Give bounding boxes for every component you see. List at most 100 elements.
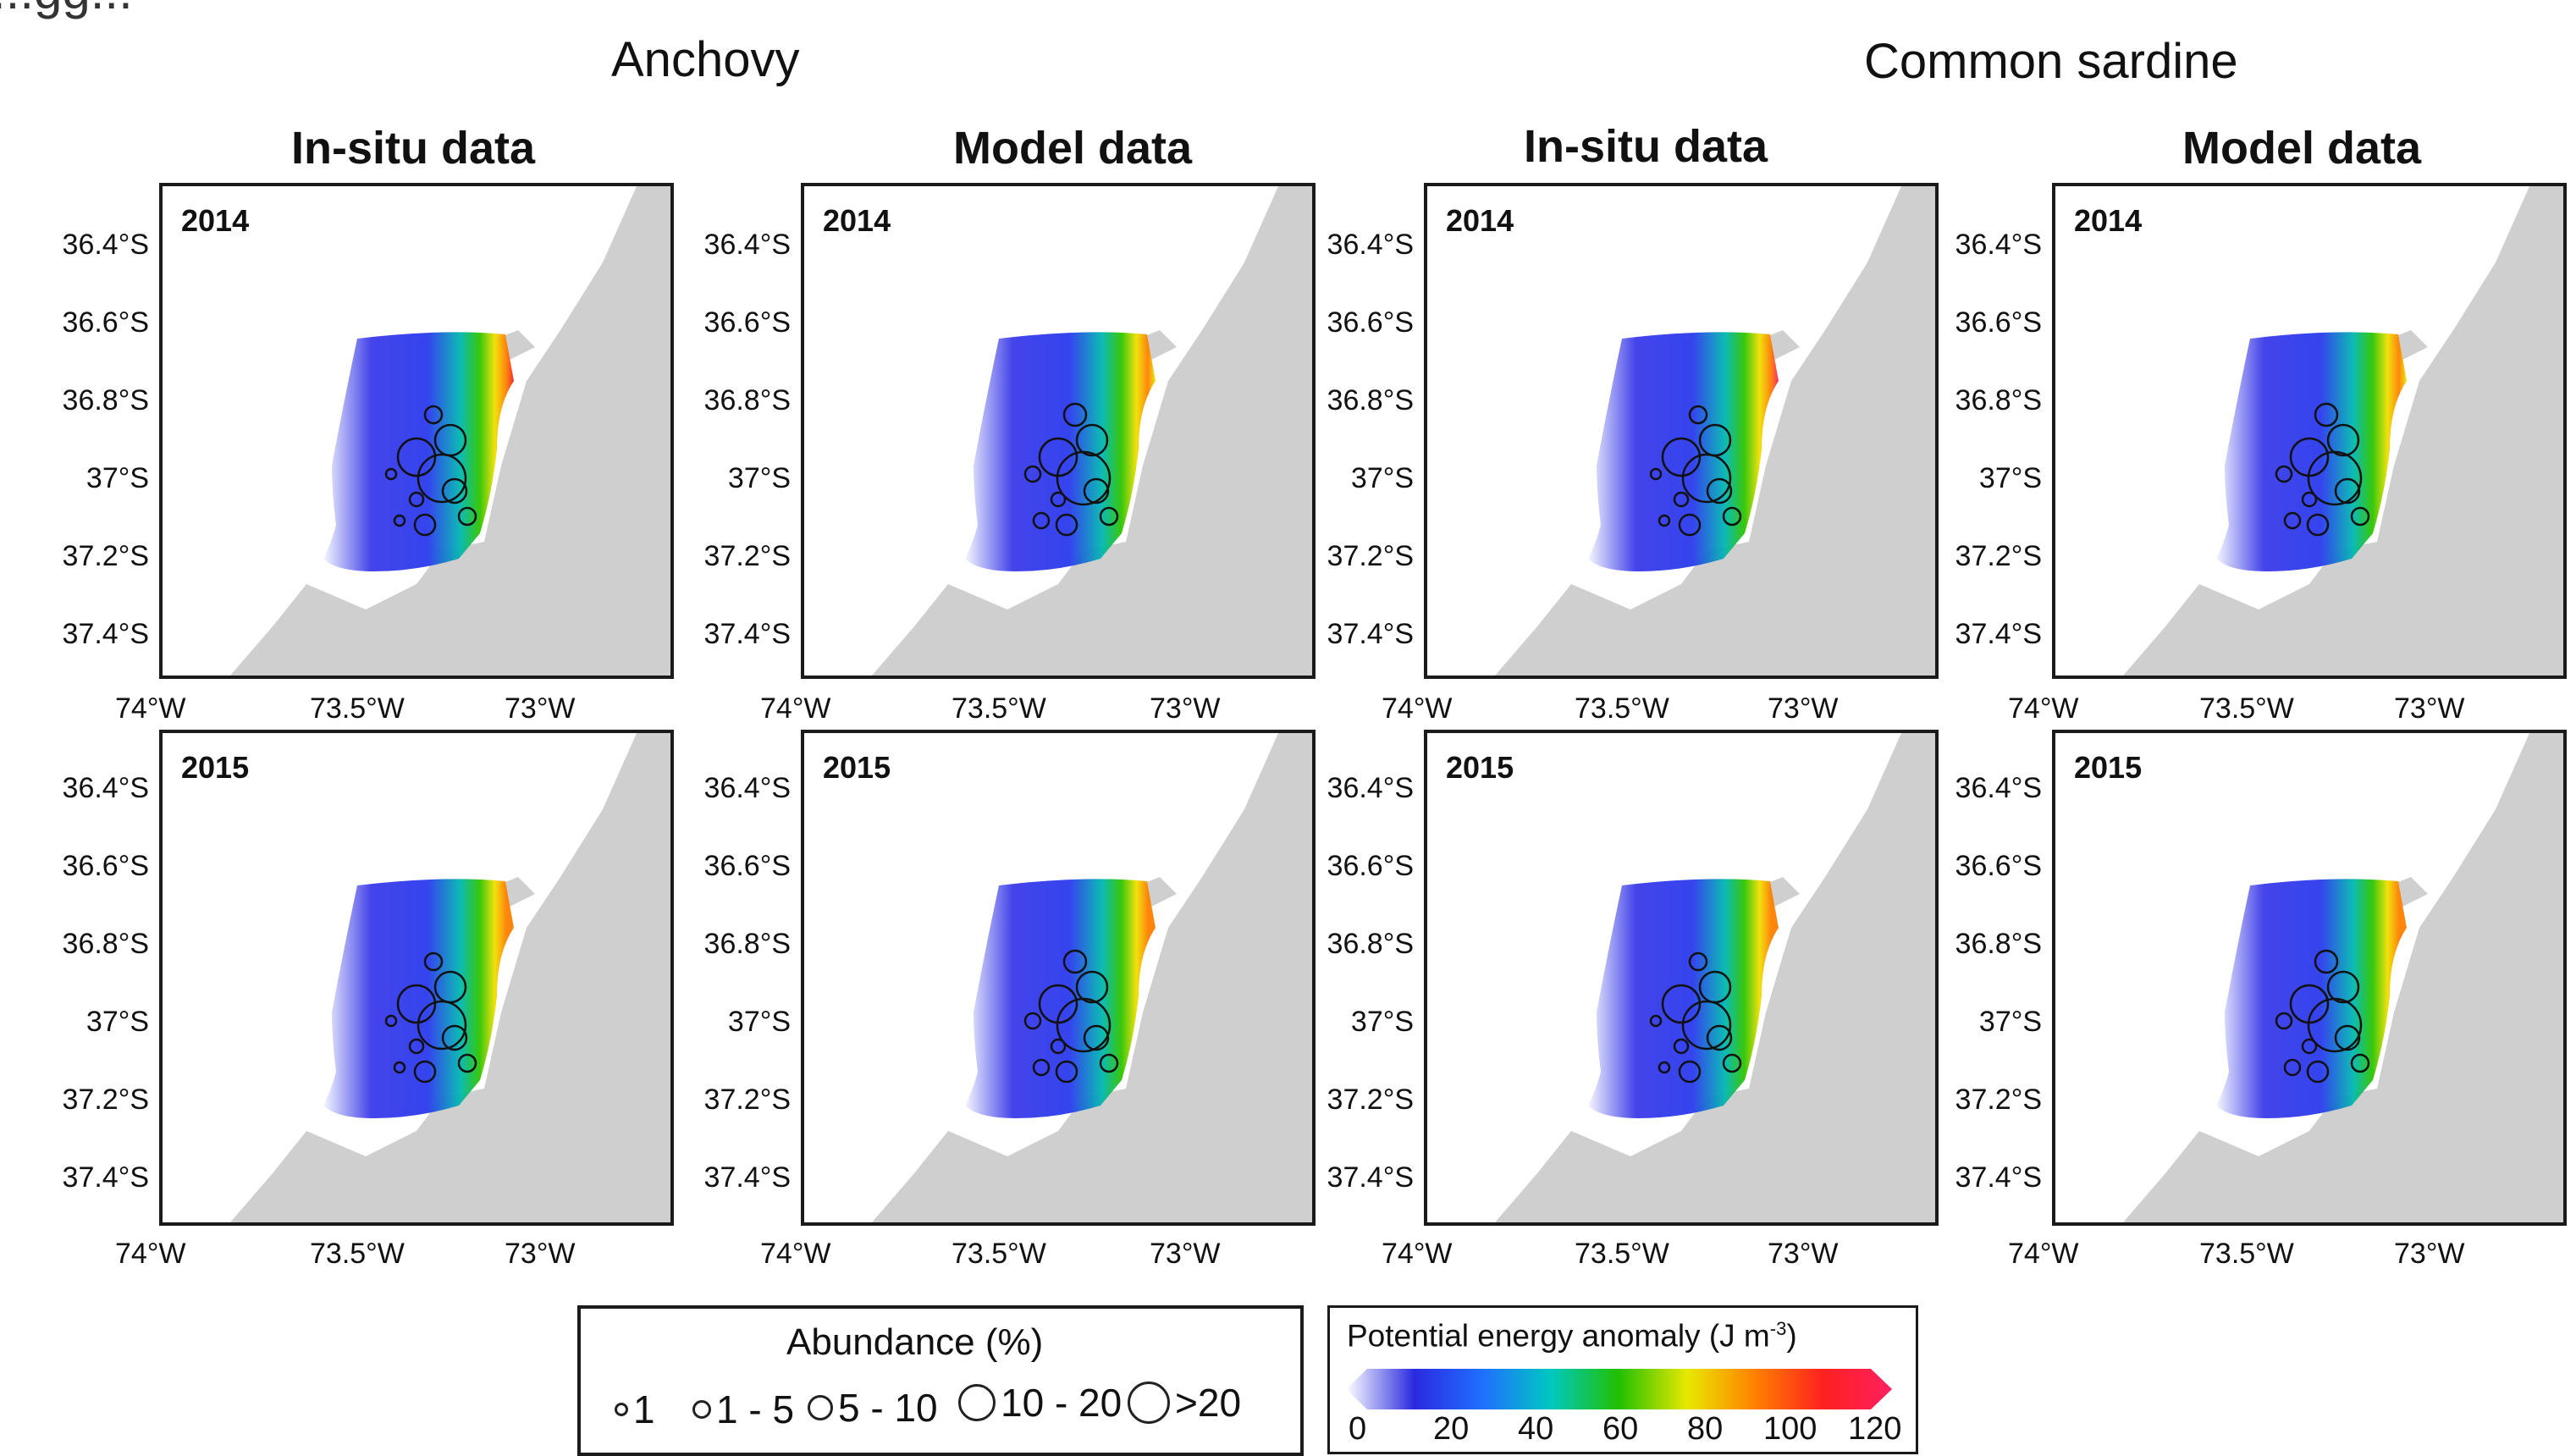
abundance-circle [396, 437, 437, 477]
colorbar [1346, 1369, 1892, 1409]
column-title-anchovy-insitu: In-situ data [291, 123, 536, 174]
abundance-circle [423, 951, 444, 972]
abundance-circle [2306, 1060, 2330, 1084]
panel-year-label: 2014 [2074, 203, 2143, 238]
abundance-circle [2326, 423, 2360, 457]
abundance-circle [416, 453, 467, 504]
land-mass [2123, 186, 2563, 676]
longitude-tick-label: 73°W [1768, 1238, 1839, 1270]
abundance-circle [1722, 506, 1742, 527]
longitude-tick-label: 73.5°W [310, 1238, 405, 1270]
latitude-tick-label: 36.6°S [1955, 850, 2042, 882]
abundance-circle [2334, 1024, 2361, 1051]
abundance-circle [2283, 511, 2302, 530]
abundance-circle [2275, 1012, 2293, 1030]
abundance-circle [1658, 514, 1671, 527]
abundance-circle [1649, 467, 1663, 481]
land-mass [872, 186, 1312, 676]
latitude-tick-label: 36.4°S [703, 772, 791, 804]
latitude-tick-label: 36.6°S [62, 850, 149, 882]
abundance-circle [1032, 1058, 1051, 1077]
abundance-circle [1032, 511, 1051, 530]
colorbar-tick-label: 40 [1518, 1411, 1554, 1447]
map-panel-anchovy-in-situ-2015: 2015 [159, 730, 674, 1226]
latitude-tick-label: 36.4°S [62, 229, 149, 261]
abundance-circle [393, 1061, 406, 1074]
panel-year-label: 2014 [181, 203, 250, 238]
latitude-tick-label: 37°S [727, 1006, 791, 1038]
latitude-tick-label: 37°S [1978, 462, 2042, 494]
abundance-circle [1062, 949, 1088, 974]
panel-year-label: 2014 [823, 203, 891, 238]
circle-size-1-icon [615, 1403, 628, 1416]
panel-year-label: 2015 [823, 750, 891, 785]
abundance-circle [1706, 477, 1733, 505]
abundance-circle [408, 1038, 425, 1055]
abundance-circle [396, 984, 437, 1024]
longitude-tick-label: 73.5°W [2199, 1238, 2294, 1270]
latitude-tick-label: 37.2°S [1327, 1084, 1414, 1116]
colorbar-tick-label: 80 [1687, 1411, 1724, 1447]
abundance-circle [2301, 1038, 2318, 1055]
abundance-legend: Abundance (%) 1 1 - 5 5 - 10 10 - 20 >20 [577, 1305, 1304, 1456]
map-svg [1495, 186, 1935, 676]
abundance-circle [1661, 984, 1702, 1024]
latitude-tick-label: 37.2°S [703, 540, 791, 572]
map-svg [2123, 733, 2563, 1222]
land-mass [230, 733, 670, 1222]
abundance-circle [1706, 1024, 1733, 1051]
colorbar-legend: Potential energy anomaly (J m-3) 0 20 40 60… [1327, 1305, 1918, 1454]
map-panel-anchovy-in-situ-2014: 2014 [159, 183, 674, 679]
longitude-tick-label: 74°W [1382, 1238, 1453, 1270]
latitude-tick-label: 37.4°S [703, 1161, 791, 1194]
abundance-circle [1681, 453, 1732, 504]
circle-size-3-icon [808, 1395, 833, 1420]
colorbar-tick-label: 20 [1433, 1411, 1470, 1447]
latitude-tick-label: 37.2°S [703, 1084, 791, 1116]
abundance-circle [408, 491, 425, 508]
latitude-tick-label: 36.8°S [703, 384, 791, 416]
latitude-tick-label: 36.4°S [1327, 229, 1414, 261]
longitude-tick-label: 74°W [1382, 692, 1453, 725]
abundance-circle [1688, 951, 1708, 972]
group-title-anchovy: Anchovy [611, 32, 800, 87]
land-mass [230, 186, 670, 676]
land-mass [872, 733, 1312, 1222]
interpolated-field [323, 879, 514, 1118]
map-svg [1495, 733, 1935, 1222]
header-fragment: ...gg... [0, 0, 133, 17]
abundance-circle [393, 514, 406, 527]
colorbar-tick-label: 60 [1602, 1411, 1639, 1447]
longitude-tick-label: 73°W [1768, 692, 1839, 725]
abundance-circle [2326, 970, 2360, 1004]
colorbar-title: Potential energy anomaly (J m-3) [1347, 1318, 1797, 1354]
longitude-tick-label: 73°W [1150, 1238, 1221, 1270]
latitude-tick-label: 36.6°S [1955, 306, 2042, 339]
abundance-circle [441, 477, 468, 505]
abundance-class-3: 5 - 10 [808, 1388, 938, 1427]
abundance-circle [1673, 1038, 1690, 1055]
abundance-circle [1083, 477, 1110, 505]
longitude-tick-label: 73.5°W [1575, 692, 1669, 725]
abundance-circle [1673, 491, 1690, 508]
longitude-tick-label: 73.5°W [310, 692, 405, 725]
abundance-circle [1050, 1038, 1067, 1055]
land-mass [2123, 733, 2563, 1222]
longitude-tick-label: 73°W [505, 1238, 576, 1270]
abundance-circle [2314, 949, 2339, 974]
abundance-circle [1083, 1024, 1110, 1051]
abundance-circle [416, 1000, 467, 1051]
panel-year-label: 2015 [181, 750, 250, 785]
abundance-circle [1099, 1053, 1119, 1073]
panel-year-label: 2015 [1446, 750, 1514, 785]
land-mass [1495, 186, 1935, 676]
longitude-tick-label: 74°W [115, 692, 186, 725]
longitude-tick-label: 74°W [115, 1238, 186, 1270]
latitude-tick-label: 36.6°S [1327, 850, 1414, 882]
abundance-circle [441, 1024, 468, 1051]
latitude-tick-label: 36.6°S [703, 306, 791, 339]
abundance-circle [2275, 465, 2293, 483]
interpolated-field [2216, 332, 2407, 571]
longitude-tick-label: 73°W [505, 692, 576, 725]
abundance-circle [1055, 1060, 1078, 1084]
